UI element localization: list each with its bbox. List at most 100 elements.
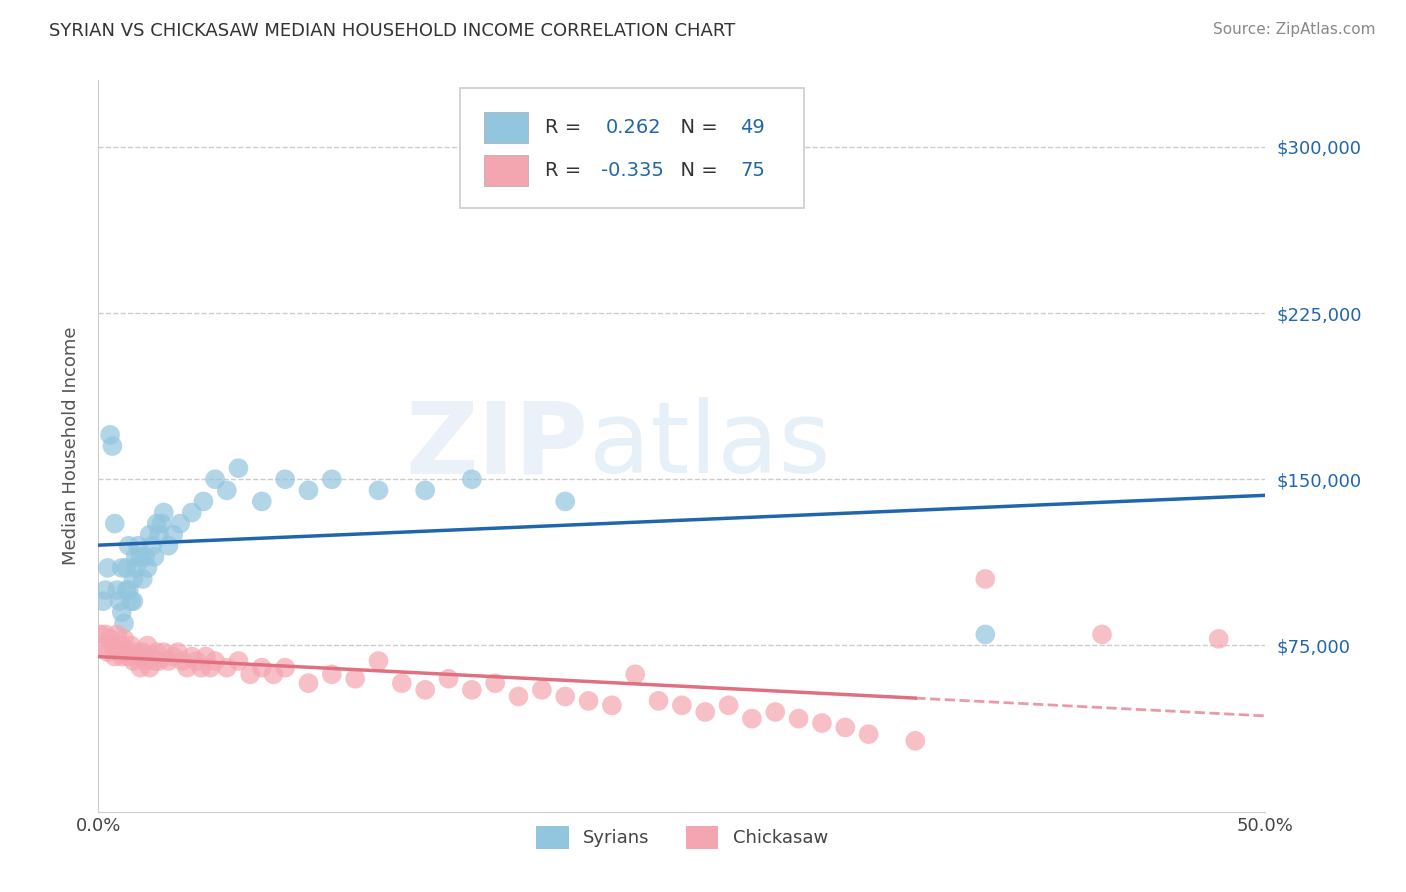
Point bbox=[111, 605, 134, 619]
Point bbox=[118, 583, 141, 598]
Point bbox=[228, 461, 250, 475]
Point bbox=[141, 649, 163, 664]
Point bbox=[186, 654, 208, 668]
Point bbox=[98, 428, 121, 442]
Point bbox=[101, 439, 124, 453]
Point bbox=[215, 483, 238, 498]
Point bbox=[132, 572, 155, 586]
Point bbox=[125, 561, 148, 575]
Point bbox=[461, 682, 484, 697]
Point bbox=[125, 645, 148, 659]
Point bbox=[127, 539, 149, 553]
Point bbox=[120, 639, 142, 653]
Point bbox=[180, 649, 202, 664]
Point bbox=[91, 639, 114, 653]
Point bbox=[200, 660, 222, 674]
Point bbox=[148, 654, 170, 668]
Point bbox=[97, 561, 120, 575]
Point bbox=[811, 716, 834, 731]
Point bbox=[193, 494, 215, 508]
Point bbox=[172, 654, 194, 668]
Point bbox=[974, 572, 997, 586]
Text: R =: R = bbox=[546, 119, 588, 137]
Point bbox=[169, 516, 191, 531]
Point bbox=[741, 712, 763, 726]
Point bbox=[150, 516, 173, 531]
Point bbox=[834, 721, 856, 735]
Point bbox=[204, 654, 226, 668]
Point bbox=[132, 645, 155, 659]
Point bbox=[166, 645, 188, 659]
Point bbox=[413, 483, 436, 498]
Point bbox=[134, 549, 156, 564]
Text: 75: 75 bbox=[741, 161, 765, 180]
Point bbox=[105, 583, 128, 598]
Point bbox=[98, 632, 121, 646]
Point bbox=[115, 561, 138, 575]
Point bbox=[578, 694, 600, 708]
Point bbox=[228, 654, 250, 668]
Point bbox=[695, 705, 717, 719]
Point bbox=[530, 682, 553, 697]
Point bbox=[108, 594, 131, 608]
Point bbox=[190, 660, 212, 674]
Point bbox=[787, 712, 810, 726]
Point bbox=[105, 627, 128, 641]
Text: SYRIAN VS CHICKASAW MEDIAN HOUSEHOLD INCOME CORRELATION CHART: SYRIAN VS CHICKASAW MEDIAN HOUSEHOLD INC… bbox=[49, 22, 735, 40]
Point bbox=[508, 690, 530, 704]
Point bbox=[437, 672, 460, 686]
Point bbox=[367, 483, 389, 498]
FancyBboxPatch shape bbox=[484, 155, 527, 186]
Point bbox=[274, 472, 297, 486]
Point bbox=[180, 506, 202, 520]
Text: N =: N = bbox=[668, 119, 724, 137]
Point bbox=[647, 694, 669, 708]
Y-axis label: Median Household Income: Median Household Income bbox=[62, 326, 80, 566]
Point bbox=[146, 516, 169, 531]
Legend: Syrians, Chickasaw: Syrians, Chickasaw bbox=[527, 817, 837, 857]
Text: N =: N = bbox=[668, 161, 724, 180]
Point bbox=[120, 594, 142, 608]
Point bbox=[152, 645, 174, 659]
Point bbox=[904, 733, 927, 747]
Point bbox=[94, 583, 117, 598]
Point bbox=[321, 667, 343, 681]
Point bbox=[157, 654, 180, 668]
Text: Source: ZipAtlas.com: Source: ZipAtlas.com bbox=[1212, 22, 1375, 37]
Text: 0.262: 0.262 bbox=[606, 119, 662, 137]
Point bbox=[1208, 632, 1230, 646]
Point bbox=[204, 472, 226, 486]
Point bbox=[122, 572, 145, 586]
Point bbox=[139, 660, 162, 674]
Point bbox=[162, 527, 184, 541]
Point bbox=[143, 654, 166, 668]
Point bbox=[215, 660, 238, 674]
Point bbox=[136, 639, 159, 653]
Text: atlas: atlas bbox=[589, 398, 830, 494]
Point bbox=[554, 494, 576, 508]
Point bbox=[250, 494, 273, 508]
Point bbox=[112, 632, 135, 646]
Point bbox=[1091, 627, 1114, 641]
Text: -0.335: -0.335 bbox=[602, 161, 664, 180]
Point bbox=[413, 682, 436, 697]
Point bbox=[136, 561, 159, 575]
Point bbox=[391, 676, 413, 690]
Point bbox=[974, 627, 997, 641]
Point bbox=[115, 645, 138, 659]
FancyBboxPatch shape bbox=[460, 87, 804, 209]
Point bbox=[146, 645, 169, 659]
Point bbox=[90, 627, 112, 641]
Point bbox=[554, 690, 576, 704]
Point bbox=[122, 654, 145, 668]
Point bbox=[367, 654, 389, 668]
Point bbox=[104, 649, 127, 664]
Point bbox=[111, 561, 134, 575]
Point bbox=[111, 639, 134, 653]
Point bbox=[157, 539, 180, 553]
Point bbox=[118, 539, 141, 553]
Point bbox=[127, 649, 149, 664]
Point bbox=[461, 472, 484, 486]
Text: ZIP: ZIP bbox=[406, 398, 589, 494]
Point bbox=[104, 516, 127, 531]
